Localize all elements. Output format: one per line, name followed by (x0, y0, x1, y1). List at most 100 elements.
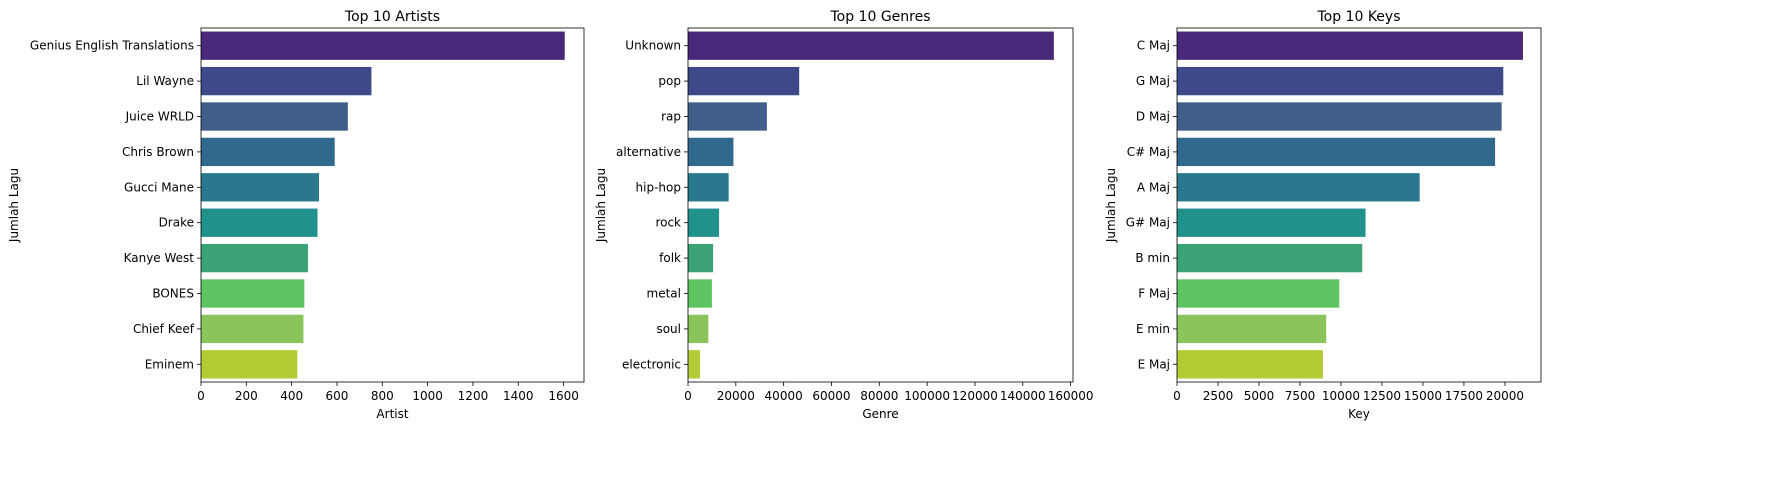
bar-1 (1177, 31, 1523, 60)
y-tick-label: Unknown (625, 39, 681, 53)
x-axis-label: Artist (376, 407, 408, 421)
y-tick-label: E min (1136, 322, 1170, 336)
axes-frame (687, 27, 1074, 383)
x-tick-label: 2500 (1203, 389, 1234, 403)
bar-3 (688, 102, 767, 131)
y-tick-label: Kanye West (124, 251, 195, 265)
bar-8 (1177, 279, 1340, 308)
x-tick-label: 40000 (765, 389, 803, 403)
bar-6 (688, 208, 720, 237)
y-tick-label: folk (659, 251, 681, 265)
y-tick-label: soul (656, 322, 681, 336)
chart-title: Top 10 Keys (1316, 9, 1400, 25)
bar-5 (201, 173, 320, 202)
x-tick-label: 5000 (1244, 389, 1275, 403)
x-tick-label: 100000 (904, 389, 950, 403)
x-tick-label: 1000 (412, 389, 443, 403)
y-tick-label: E Maj (1138, 357, 1170, 371)
y-tick-label: G# Maj (1126, 216, 1170, 230)
bar-9 (1177, 314, 1327, 344)
bar-6 (1177, 208, 1366, 237)
chart-title: Top 10 Artists (344, 9, 440, 25)
y-tick-label: alternative (616, 145, 681, 159)
bar-8 (201, 279, 305, 308)
y-tick-label: hip-hop (636, 180, 681, 194)
x-tick-label: 1200 (458, 389, 489, 403)
y-tick-label: B min (1135, 251, 1170, 265)
bar-4 (688, 137, 734, 167)
x-tick-label: 0 (197, 389, 205, 403)
x-tick-label: 400 (280, 389, 303, 403)
x-tick-label: 140000 (1000, 389, 1046, 403)
y-axis-label: Jumlah Lagu (594, 168, 608, 243)
bar-5 (1177, 173, 1420, 202)
y-tick-label: electronic (622, 357, 681, 371)
bar-8 (688, 279, 712, 308)
x-tick-label: 160000 (1048, 389, 1094, 403)
x-tick-label: 60000 (812, 389, 850, 403)
axes-frame (1176, 27, 1542, 383)
x-tick-label: 20000 (717, 389, 755, 403)
bar-3 (201, 102, 348, 131)
chart-panel-1: Genius English Translations Lil Wayne Juic… (7, 9, 585, 421)
x-tick-label: 7500 (1285, 389, 1316, 403)
bar-3 (1177, 102, 1502, 131)
bar-2 (201, 66, 372, 96)
y-tick-label: C# Maj (1127, 145, 1170, 159)
y-tick-label: Drake (159, 216, 194, 230)
y-tick-label: G Maj (1136, 74, 1170, 88)
x-tick-label: 80000 (860, 389, 898, 403)
y-tick-label: Eminem (145, 357, 194, 371)
x-axis-label: Genre (862, 407, 898, 421)
y-tick-label: Gucci Mane (124, 180, 194, 194)
y-tick-label: Chris Brown (122, 145, 194, 159)
x-tick-label: 0 (684, 389, 692, 403)
x-tick-label: 800 (371, 389, 394, 403)
x-tick-label: 200 (235, 389, 258, 403)
bar-5 (688, 173, 729, 202)
y-tick-label: D Maj (1136, 110, 1170, 124)
y-tick-label: Juice WRLD (125, 110, 194, 124)
bar-1 (201, 31, 565, 60)
x-tick-label: 20000 (1486, 389, 1524, 403)
y-tick-label: Lil Wayne (136, 74, 194, 88)
x-tick-label: 12500 (1363, 389, 1401, 403)
bar-9 (201, 314, 304, 344)
bar-10 (688, 350, 700, 379)
bar-7 (688, 243, 714, 273)
bar-2 (688, 66, 800, 96)
chart-panel-3: C Maj G Maj D Maj C# Maj A Maj G# Maj B min F M… (1104, 9, 1542, 421)
y-tick-label: rock (655, 216, 681, 230)
y-tick-label: pop (658, 74, 681, 88)
x-tick-label: 1400 (503, 389, 534, 403)
chart-panel-2: Unknown pop rap alternative hip-hop rock folk m… (594, 9, 1094, 421)
bar-6 (201, 208, 318, 237)
y-tick-label: F Maj (1138, 287, 1170, 301)
bar-1 (688, 31, 1054, 60)
y-tick-label: Chief Keef (133, 322, 195, 336)
y-axis-label: Jumlah Lagu (7, 168, 21, 243)
y-tick-label: rap (661, 110, 681, 124)
y-tick-label: Genius English Translations (30, 39, 194, 53)
x-tick-label: 600 (326, 389, 349, 403)
bar-7 (1177, 243, 1363, 273)
y-tick-label: A Maj (1137, 180, 1170, 194)
y-axis-label: Jumlah Lagu (1104, 168, 1118, 243)
axes-frame (200, 27, 585, 383)
x-tick-label: 10000 (1322, 389, 1360, 403)
x-tick-label: 17500 (1445, 389, 1483, 403)
bar-10 (201, 350, 298, 379)
y-tick-label: C Maj (1137, 39, 1170, 53)
bar-9 (688, 314, 709, 344)
x-tick-label: 0 (1173, 389, 1181, 403)
x-tick-label: 120000 (952, 389, 998, 403)
x-axis-label: Key (1348, 407, 1370, 421)
bar-4 (1177, 137, 1496, 167)
bar-7 (201, 243, 308, 273)
bar-2 (1177, 66, 1504, 96)
x-tick-label: 15000 (1404, 389, 1442, 403)
bar-10 (1177, 350, 1323, 379)
x-tick-label: 1600 (548, 389, 579, 403)
